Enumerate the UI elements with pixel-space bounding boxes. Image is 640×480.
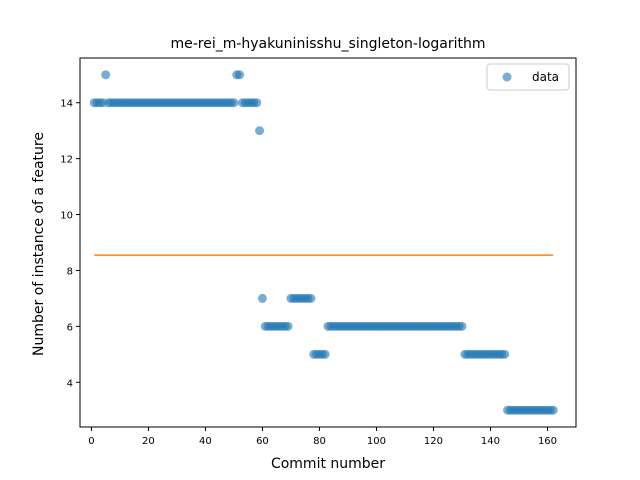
data-point	[283, 321, 293, 331]
plot-frame	[79, 57, 577, 428]
data-point	[255, 126, 265, 136]
x-tick-label: 80	[313, 436, 326, 447]
x-tick-label: 60	[256, 436, 269, 447]
data-point	[306, 293, 316, 303]
data-point	[229, 98, 239, 108]
data-point	[500, 349, 510, 359]
x-tick-label: 0	[88, 436, 94, 447]
x-tick-label: 100	[367, 436, 386, 447]
x-tick-label: 140	[481, 436, 500, 447]
legend: data	[486, 63, 570, 91]
x-tick-label: 160	[538, 436, 557, 447]
legend-label-data: data	[532, 70, 559, 84]
data-point	[235, 70, 245, 80]
x-tick-label: 120	[424, 436, 443, 447]
y-tick-label: 10	[60, 211, 73, 222]
x-axis-ticks: 0 20 40 60 80 100 120 140 160	[88, 427, 557, 447]
data-point	[320, 349, 330, 359]
y-tick-label: 14	[60, 99, 73, 110]
data-point	[101, 70, 111, 80]
data-point	[252, 98, 262, 108]
data-point	[257, 293, 267, 303]
series-layer	[89, 70, 558, 415]
y-axis-ticks: 4 6 8 10 12 14	[60, 99, 80, 389]
x-tick-label: 40	[199, 436, 212, 447]
y-tick-label: 4	[67, 378, 73, 389]
legend-frame	[486, 63, 570, 91]
x-axis-label: Commit number	[271, 456, 385, 472]
y-tick-label: 12	[60, 155, 73, 166]
x-tick-label: 20	[142, 436, 155, 447]
chart-title: me-rei_m-hyakuninisshu_singleton-logarit…	[170, 36, 485, 52]
y-axis-label: Number of instance of a feature	[31, 132, 47, 356]
y-tick-label: 6	[67, 322, 73, 333]
data-point	[548, 405, 558, 415]
data-point	[457, 321, 467, 331]
y-tick-label: 8	[67, 266, 73, 277]
legend-marker-data	[502, 72, 512, 82]
